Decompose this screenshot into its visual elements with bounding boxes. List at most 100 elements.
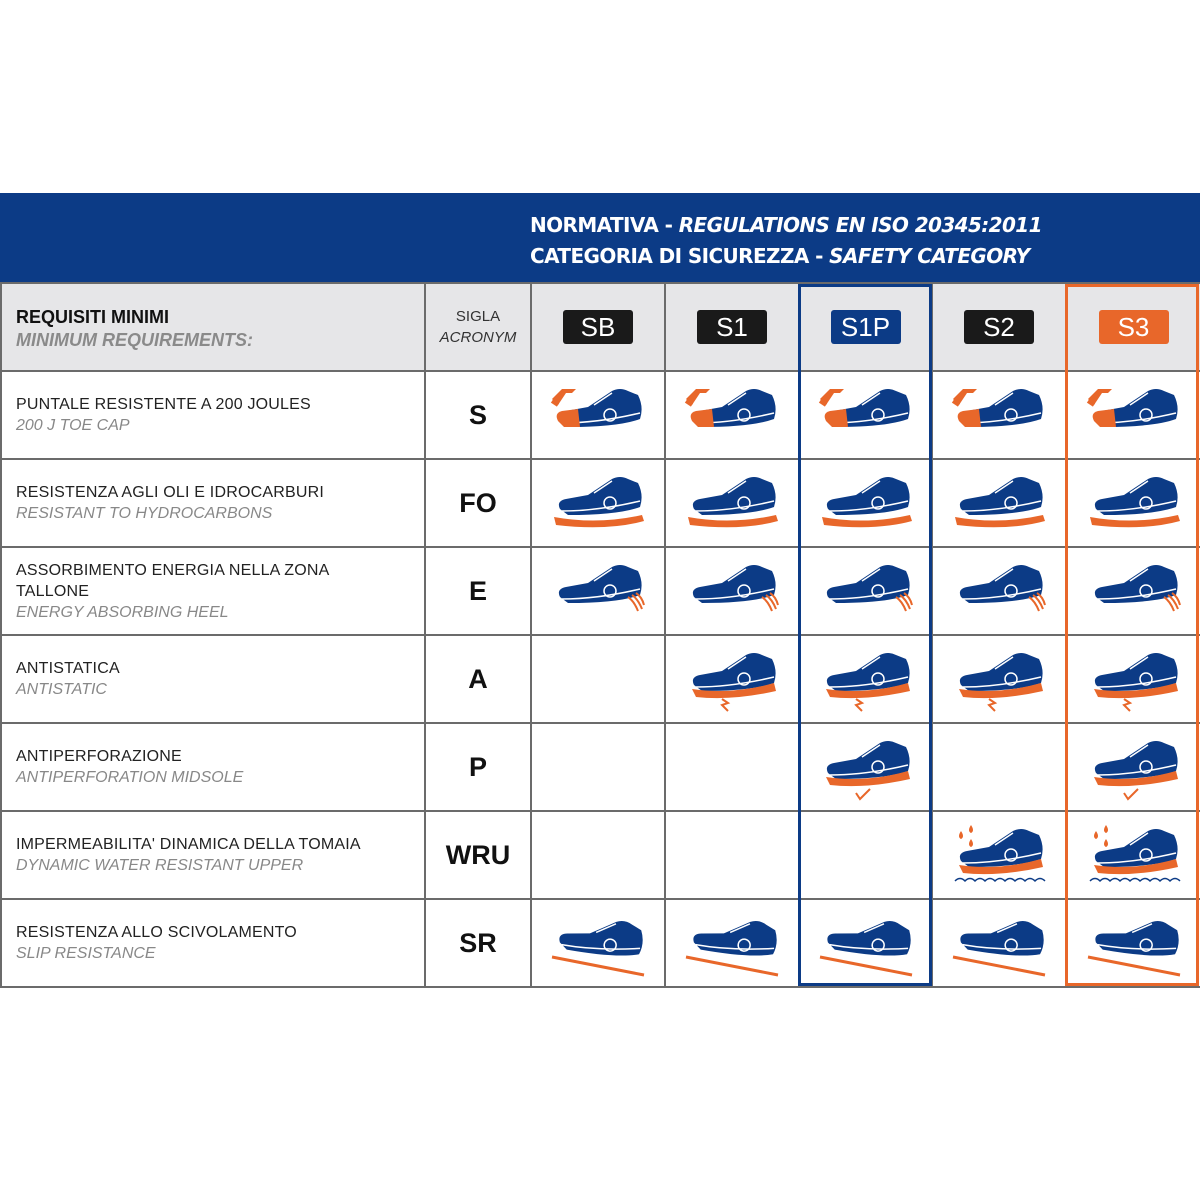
- toe-cap-hammer-icon: [548, 389, 648, 453]
- regulations-en: REGULATIONS EN ISO 20345:2011: [678, 213, 1043, 237]
- requirement-it: ASSORBIMENTO ENERGIA NELLA ZONA TALLONE: [16, 561, 329, 600]
- category-header-s1: S1: [664, 282, 800, 372]
- antiperforation-nail-icon: [816, 741, 916, 805]
- water-drops-icon: [1084, 825, 1184, 893]
- requirement-label: PUNTALE RESISTENTE A 200 JOULES 200 J TOE…: [0, 370, 426, 460]
- cell-s1: [664, 722, 800, 812]
- cell-s1p: [798, 898, 933, 988]
- requirement-en: ANTISTATIC: [16, 681, 107, 698]
- cell-s3: [1065, 810, 1200, 900]
- oil-resistant-sole-icon: [1084, 477, 1184, 541]
- requirement-it: PUNTALE RESISTENTE A 200 JOULES: [16, 396, 311, 413]
- cell-s3: [1065, 458, 1200, 548]
- category-title: CATEGORIA DI SICUREZZA - SAFETY CATEGORY: [530, 244, 1030, 268]
- requirement-en: SLIP RESISTANCE: [16, 945, 156, 962]
- acronym: S: [424, 370, 532, 460]
- antistatic-bolt-icon: [1084, 653, 1184, 717]
- cell-s1p: [798, 546, 933, 636]
- toe-cap-hammer-icon: [682, 389, 782, 453]
- toe-cap-hammer-icon: [816, 389, 916, 453]
- cell-s2: [931, 634, 1067, 724]
- requirement-en: ENERGY ABSORBING HEEL: [16, 603, 229, 621]
- cell-s2: [931, 370, 1067, 460]
- oil-resistant-sole-icon: [816, 477, 916, 541]
- requirements-it: REQUISITI MINIMI: [16, 306, 169, 327]
- antistatic-bolt-icon: [682, 653, 782, 717]
- table-row: ANTIPERFORAZIONE ANTIPERFORATION MIDSOLE P: [0, 722, 1200, 812]
- acronym: A: [424, 634, 532, 724]
- cell-s1p: [798, 634, 933, 724]
- category-badge: S2: [964, 310, 1034, 344]
- requirement-it: RESISTENZA AGLI OLI E IDROCARBURI: [16, 484, 325, 501]
- slip-ramp-icon: [1084, 921, 1184, 981]
- separator: -: [658, 213, 679, 237]
- cell-s2: [931, 898, 1067, 988]
- acronym: P: [424, 722, 532, 812]
- toe-cap-hammer-icon: [1084, 389, 1184, 453]
- requirement-label: ANTISTATICA ANTISTATIC: [0, 634, 426, 724]
- requirement-it: ANTIPERFORAZIONE: [16, 748, 182, 765]
- cell-sb: [530, 634, 666, 724]
- cell-s2: [931, 546, 1067, 636]
- acronym-header: SIGLA ACRONYM: [424, 282, 532, 372]
- table-row: PUNTALE RESISTENTE A 200 JOULES 200 J TOE…: [0, 370, 1200, 460]
- requirement-it: RESISTENZA ALLO SCIVOLAMENTO: [16, 924, 297, 941]
- cell-s1p: [798, 458, 933, 548]
- table-row: ASSORBIMENTO ENERGIA NELLA ZONA TALLONE E…: [0, 546, 1200, 636]
- cell-s1: [664, 458, 800, 548]
- cell-sb: [530, 898, 666, 988]
- category-header-s2: S2: [931, 282, 1067, 372]
- category-badge: S3: [1098, 310, 1169, 344]
- cell-s3: [1065, 898, 1200, 988]
- category-header-s3: S3: [1065, 282, 1200, 372]
- category-header-sb: SB: [530, 282, 666, 372]
- requirement-label: ASSORBIMENTO ENERGIA NELLA ZONA TALLONE E…: [0, 546, 426, 636]
- toe-cap-hammer-icon: [949, 389, 1049, 453]
- header-band: NORMATIVA - REGULATIONS EN ISO 20345:201…: [0, 193, 1200, 282]
- antistatic-bolt-icon: [816, 653, 916, 717]
- requirement-label: ANTIPERFORAZIONE ANTIPERFORATION MIDSOLE: [0, 722, 426, 812]
- water-drops-icon: [949, 825, 1049, 893]
- requirement-en: ANTIPERFORATION MIDSOLE: [16, 769, 244, 786]
- cell-s2: [931, 458, 1067, 548]
- separator: -: [808, 244, 830, 268]
- cell-s1p: [798, 370, 933, 460]
- antiperforation-nail-icon: [1084, 741, 1184, 805]
- cell-sb: [530, 722, 666, 812]
- cell-sb: [530, 546, 666, 636]
- table-row: RESISTENZA AGLI OLI E IDROCARBURI RESISTA…: [0, 458, 1200, 548]
- category-badge: S1: [697, 310, 767, 344]
- acronym: FO: [424, 458, 532, 548]
- requirement-label: RESISTENZA AGLI OLI E IDROCARBURI RESISTA…: [0, 458, 426, 548]
- requirement-en: DYNAMIC WATER RESISTANT UPPER: [16, 857, 304, 874]
- requirement-label: RESISTENZA ALLO SCIVOLAMENTO SLIP RESISTA…: [0, 898, 426, 988]
- energy-heel-icon: [682, 565, 782, 629]
- acronym: E: [424, 546, 532, 636]
- slip-ramp-icon: [682, 921, 782, 981]
- category-badge: SB: [563, 310, 633, 344]
- category-it: CATEGORIA DI SICUREZZA: [530, 244, 809, 268]
- cell-s1: [664, 634, 800, 724]
- energy-heel-icon: [816, 565, 916, 629]
- cell-s3: [1065, 546, 1200, 636]
- regulations-it: NORMATIVA: [530, 213, 659, 237]
- cell-s1p: [798, 722, 933, 812]
- acronym-it: SIGLA: [455, 308, 501, 325]
- table-row: RESISTENZA ALLO SCIVOLAMENTO SLIP RESISTA…: [0, 898, 1200, 988]
- table-header-row: REQUISITI MINIMI MINIMUM REQUIREMENTS: S…: [0, 282, 1200, 372]
- regulations-title: NORMATIVA - REGULATIONS EN ISO 20345:201…: [530, 213, 1043, 237]
- category-header-s1p: S1P: [798, 282, 933, 372]
- cell-s3: [1065, 370, 1200, 460]
- slip-ramp-icon: [816, 921, 916, 981]
- acronym: SR: [424, 898, 532, 988]
- table-row: IMPERMEABILITA' DINAMICA DELLA TOMAIA DYN…: [0, 810, 1200, 900]
- requirements-en: MINIMUM REQUIREMENTS:: [16, 329, 253, 350]
- requirement-label: IMPERMEABILITA' DINAMICA DELLA TOMAIA DYN…: [0, 810, 426, 900]
- energy-heel-icon: [949, 565, 1049, 629]
- cell-s1: [664, 546, 800, 636]
- category-en: SAFETY CATEGORY: [829, 244, 1030, 268]
- cell-s3: [1065, 634, 1200, 724]
- cell-sb: [530, 458, 666, 548]
- cell-s2: [931, 722, 1067, 812]
- energy-heel-icon: [548, 565, 648, 629]
